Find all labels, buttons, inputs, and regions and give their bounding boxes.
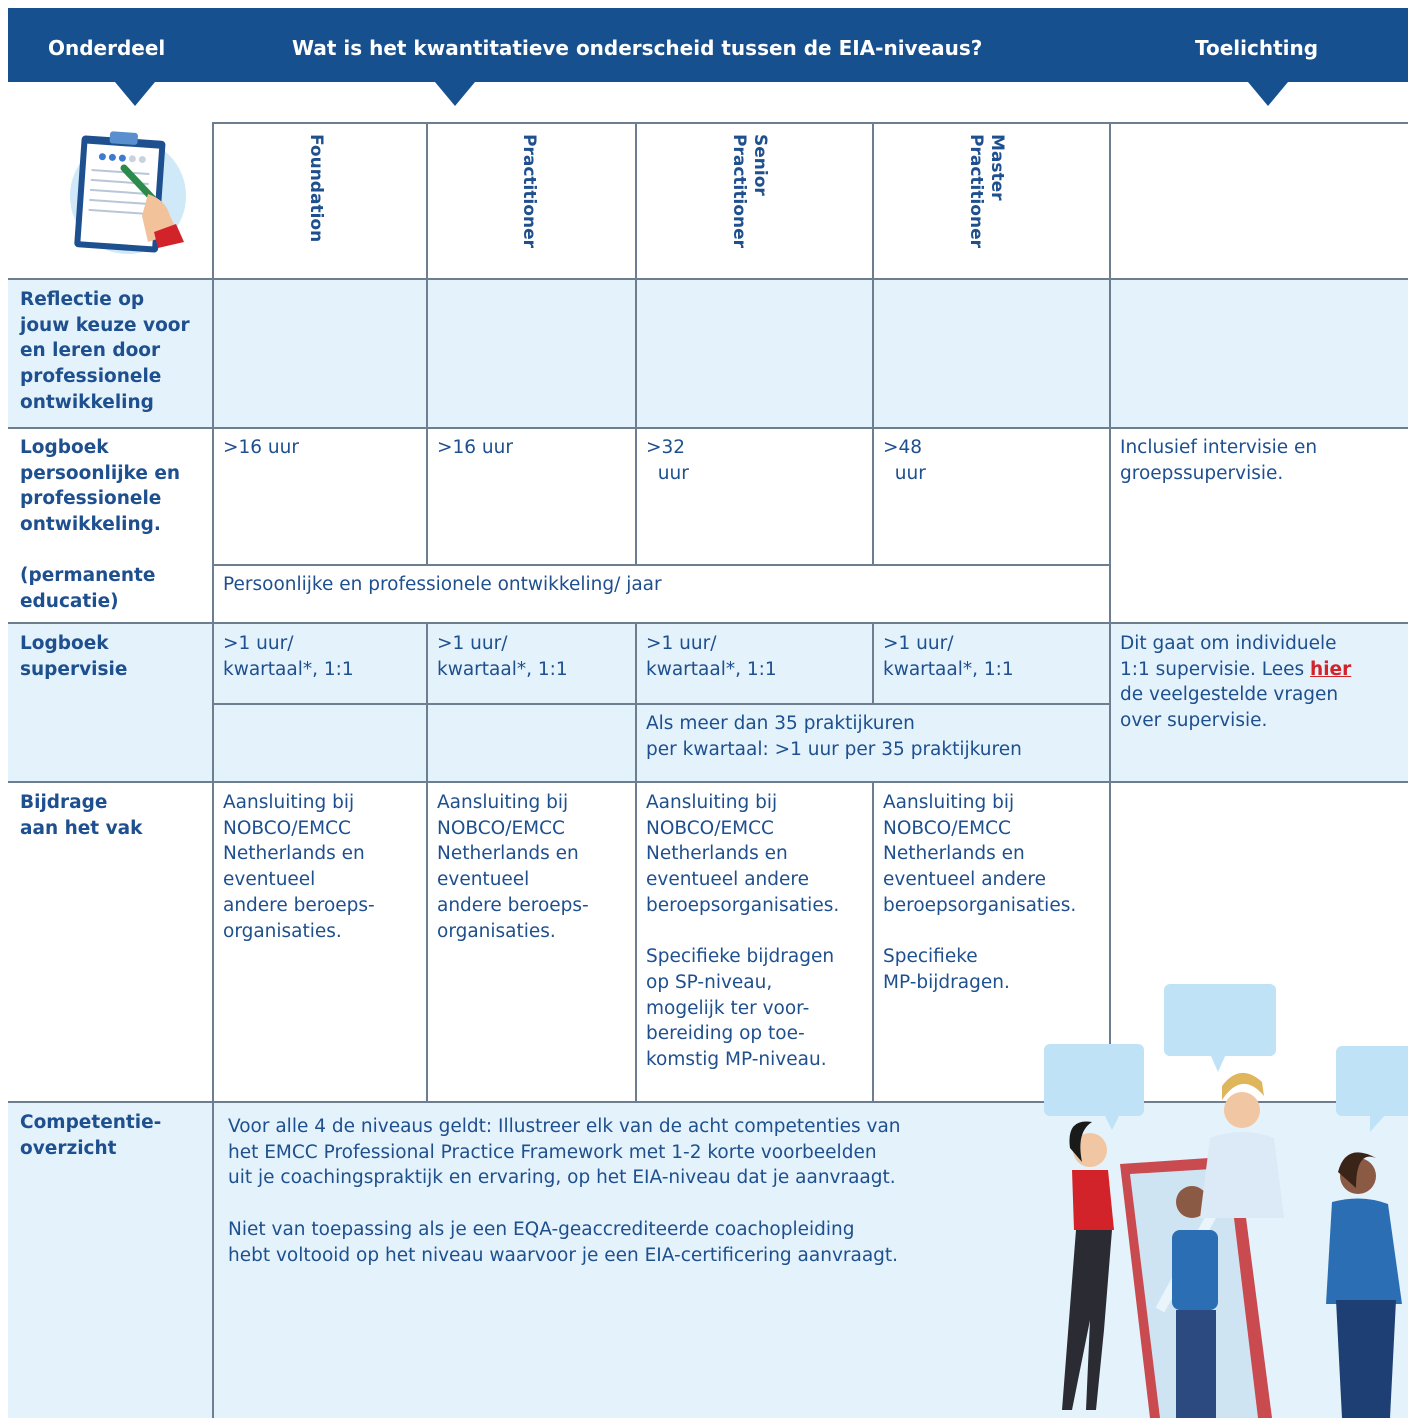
span-cell: Persoonlijke en professionele ontwikkeli… xyxy=(223,574,662,595)
grid-line xyxy=(635,622,637,1101)
cell: Aansluiting bij NOBCO/EMCC Netherlands e… xyxy=(223,792,375,942)
cell: >1 uur/ kwartaal*, 1:1 xyxy=(437,633,568,680)
span-cell: Voor alle 4 de niveaus geldt: Illustreer… xyxy=(228,1116,901,1266)
row-label: Bijdrage aan het vak xyxy=(20,792,143,839)
grid-line xyxy=(426,122,428,564)
text: Dit gaat om individuele 1:1 supervisie. … xyxy=(1120,633,1337,680)
level-header: Practitioner xyxy=(519,134,539,248)
text: de veelgestelde vragen over supervisie. xyxy=(1120,684,1339,732)
cell: >16 uur xyxy=(437,437,513,458)
link[interactable]: hier xyxy=(1310,658,1352,680)
grid-line xyxy=(872,781,874,1101)
cell: Aansluiting bij NOBCO/EMCC Netherlands e… xyxy=(883,792,1077,993)
header-label: Wat is het kwantitatieve onderscheid tus… xyxy=(292,36,983,60)
row-label: Competentie- overzicht xyxy=(20,1112,162,1159)
cell: >1 uur/ kwartaal*, 1:1 xyxy=(223,633,354,680)
clipboard-icon xyxy=(70,131,186,254)
cell: Aansluiting bij NOBCO/EMCC Netherlands e… xyxy=(646,792,840,1071)
span-cell: Als meer dan 35 praktijkuren per kwartaa… xyxy=(646,713,1022,760)
cell: >16 uur xyxy=(223,437,299,458)
header-pointers xyxy=(115,82,1288,106)
cell: >1 uur/ kwartaal*, 1:1 xyxy=(883,633,1014,680)
cell: >1 uur/ kwartaal*, 1:1 xyxy=(646,633,777,680)
grid-line xyxy=(212,122,1408,124)
grid-line xyxy=(426,622,428,1101)
grid-line xyxy=(1109,122,1111,1101)
grid-line xyxy=(212,703,1109,705)
level-header: Foundation xyxy=(306,134,326,243)
grid-line xyxy=(635,122,637,564)
row-label: Logboek persoonlijke en professionele on… xyxy=(20,437,181,536)
grid-line xyxy=(212,564,1109,566)
row-note: (permanente educatie) xyxy=(20,565,156,612)
row-label: Logboek supervisie xyxy=(20,633,128,680)
header-band xyxy=(8,8,1408,82)
grid-line xyxy=(8,1101,1408,1103)
header-label: Toelichting xyxy=(1195,36,1319,60)
cell: >48 uur xyxy=(883,437,926,484)
header-label: Onderdeel xyxy=(48,36,166,60)
grid-line xyxy=(872,622,874,703)
grid-line xyxy=(212,122,214,1418)
grid-line xyxy=(8,622,1408,624)
row-bg xyxy=(8,622,1408,781)
cell: Aansluiting bij NOBCO/EMCC Netherlands e… xyxy=(437,792,589,942)
row-label: Reflectie op jouw keuze voor en leren do… xyxy=(20,289,190,413)
cell: >32 uur xyxy=(646,437,689,484)
grid-line xyxy=(8,427,1408,429)
grid-line xyxy=(872,122,874,564)
illustration xyxy=(1044,984,1408,1418)
level-header: Senior Practitioner xyxy=(729,134,770,248)
grid-line xyxy=(8,278,1408,280)
row-bg xyxy=(8,278,1408,427)
explanation: Dit gaat om individuele 1:1 supervisie. … xyxy=(1120,631,1351,734)
explanation: Inclusief intervisie en groepssupervisie… xyxy=(1120,437,1318,484)
grid-line xyxy=(8,781,1408,783)
level-header: Master Practitioner xyxy=(966,134,1007,248)
